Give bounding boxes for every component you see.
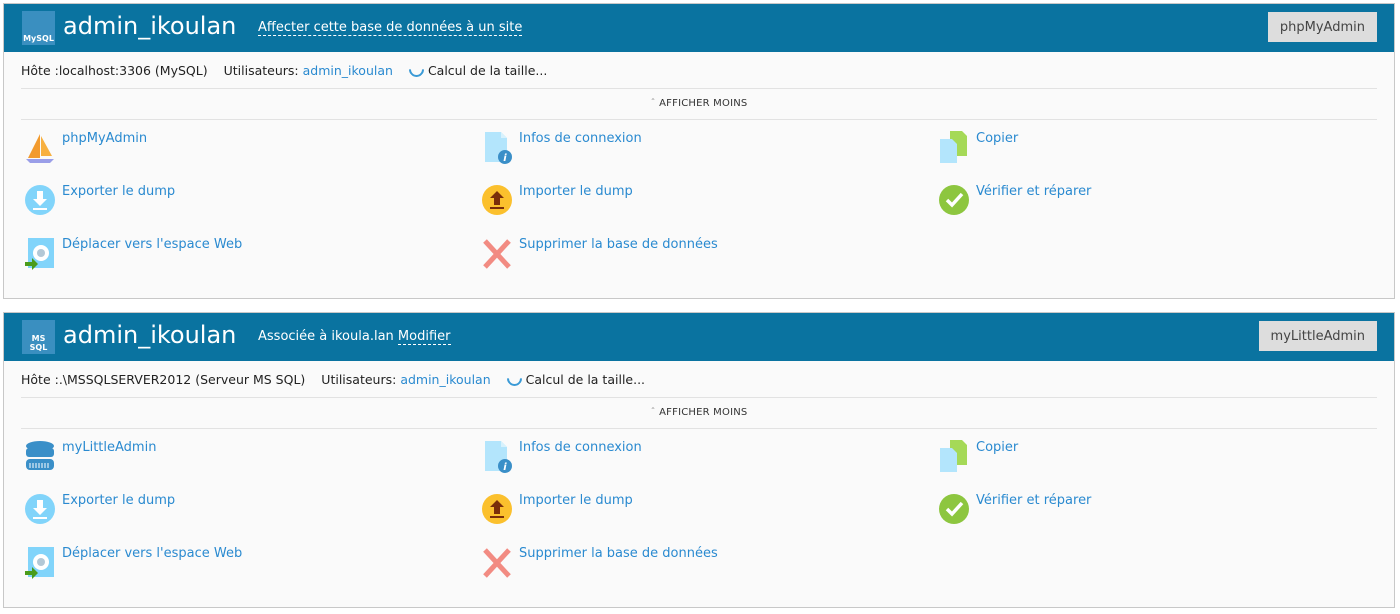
toggle-details[interactable]: ˆ AFFICHER MOINS [4, 98, 1394, 109]
divider [21, 119, 1377, 120]
divider [21, 88, 1377, 89]
action-item[interactable]: Vérifier et réparer [938, 183, 1091, 219]
size-status: Calcul de la taille... [525, 372, 646, 387]
copy-icon [940, 131, 967, 163]
header-link[interactable]: Modifier [397, 329, 451, 345]
action-item[interactable]: Vérifier et réparer [938, 492, 1091, 528]
copy-icon [940, 440, 967, 472]
panel-header: MySQL admin_ikoulan Affecter cette base … [4, 4, 1394, 52]
action-link[interactable]: Infos de connexion [519, 440, 642, 455]
divider [21, 397, 1377, 398]
spinner-icon [503, 367, 525, 390]
action-item[interactable]: phpMyAdmin [24, 130, 147, 166]
action-link[interactable]: Vérifier et réparer [976, 184, 1092, 199]
host-label: Hôte :.\MSSQLSERVER2012 (Serveur MS SQL) [21, 372, 306, 387]
info-row: Hôte :localhost:3306 (MySQL) Utilisateurs… [21, 58, 548, 81]
users-label: Utilisateurs: [321, 372, 397, 387]
host-label: Hôte :localhost:3306 (MySQL) [21, 63, 208, 78]
database-panel: MS SQL admin_ikoulan Associée à ikoula.l… [3, 312, 1395, 608]
import-icon [482, 494, 512, 524]
action-link[interactable]: Supprimer la base de données [519, 237, 718, 252]
move-icon [25, 238, 54, 270]
action-item[interactable]: Déplacer vers l'espace Web [24, 545, 242, 581]
open-admin-button[interactable]: phpMyAdmin [1267, 12, 1377, 42]
toggle-label: AFFICHER MOINS [659, 98, 748, 109]
action-link[interactable]: Vérifier et réparer [976, 493, 1092, 508]
action-item[interactable]: myLittleAdmin [24, 439, 156, 475]
check-icon [939, 185, 969, 215]
chevron-up-icon: ˆ [650, 98, 656, 109]
svg-text:i: i [503, 462, 507, 473]
action-item[interactable]: Copier [938, 439, 1018, 475]
header-info: Affecter cette base de données à un site [258, 20, 523, 36]
action-item[interactable]: Importer le dump [481, 492, 633, 528]
action-link[interactable]: myLittleAdmin [62, 440, 157, 455]
action-item[interactable]: i Infos de connexion [481, 439, 642, 475]
spinner-icon [405, 58, 428, 81]
connection-info-icon: i [485, 441, 512, 473]
delete-icon [483, 239, 511, 269]
database-name: admin_ikoulan [63, 321, 237, 349]
users-label: Utilisateurs: [223, 63, 299, 78]
info-row: Hôte :.\MSSQLSERVER2012 (Serveur MS SQL)… [21, 367, 646, 390]
check-icon [939, 494, 969, 524]
delete-icon [483, 548, 511, 578]
user-link[interactable]: admin_ikoulan [400, 372, 491, 387]
action-link[interactable]: Infos de connexion [519, 131, 642, 146]
export-icon [25, 494, 55, 524]
database-name: admin_ikoulan [63, 12, 237, 40]
database-icon [26, 441, 54, 470]
toggle-details[interactable]: ˆ AFFICHER MOINS [4, 407, 1394, 418]
action-item[interactable]: Copier [938, 130, 1018, 166]
header-link[interactable]: Affecter cette base de données à un site [258, 20, 523, 36]
action-link[interactable]: phpMyAdmin [62, 131, 148, 146]
move-icon [25, 547, 54, 579]
toggle-label: AFFICHER MOINS [659, 407, 748, 418]
svg-text:i: i [503, 153, 507, 164]
action-item[interactable]: Supprimer la base de données [481, 545, 718, 581]
site-association: Associée à ikoula.lan [258, 329, 394, 344]
header-info: Associée à ikoula.lan Modifier [258, 329, 451, 345]
export-icon [25, 185, 55, 215]
action-link[interactable]: Déplacer vers l'espace Web [62, 237, 243, 252]
action-link[interactable]: Exporter le dump [62, 493, 176, 508]
user-link[interactable]: admin_ikoulan [302, 63, 393, 78]
import-icon [482, 185, 512, 215]
action-item[interactable]: Exporter le dump [24, 492, 175, 528]
action-link[interactable]: Copier [976, 131, 1019, 146]
action-link[interactable]: Déplacer vers l'espace Web [62, 546, 243, 561]
action-item[interactable]: Déplacer vers l'espace Web [24, 236, 242, 272]
action-item[interactable]: i Infos de connexion [481, 130, 642, 166]
mysql-logo-icon: MySQL [22, 11, 55, 45]
phpmyadmin-icon [26, 134, 54, 163]
action-link[interactable]: Exporter le dump [62, 184, 176, 199]
action-item[interactable]: Supprimer la base de données [481, 236, 718, 272]
database-panel: MySQL admin_ikoulan Affecter cette base … [3, 3, 1395, 299]
size-status: Calcul de la taille... [427, 63, 548, 78]
open-admin-button[interactable]: myLittleAdmin [1258, 321, 1377, 351]
action-link[interactable]: Copier [976, 440, 1019, 455]
action-link[interactable]: Importer le dump [519, 493, 633, 508]
connection-info-icon: i [485, 132, 512, 164]
action-item[interactable]: Importer le dump [481, 183, 633, 219]
mssql-logo-icon: MS SQL [22, 320, 55, 354]
panel-header: MS SQL admin_ikoulan Associée à ikoula.l… [4, 313, 1394, 361]
action-link[interactable]: Supprimer la base de données [519, 546, 718, 561]
action-link[interactable]: Importer le dump [519, 184, 633, 199]
divider [21, 428, 1377, 429]
action-item[interactable]: Exporter le dump [24, 183, 175, 219]
chevron-up-icon: ˆ [650, 407, 656, 418]
